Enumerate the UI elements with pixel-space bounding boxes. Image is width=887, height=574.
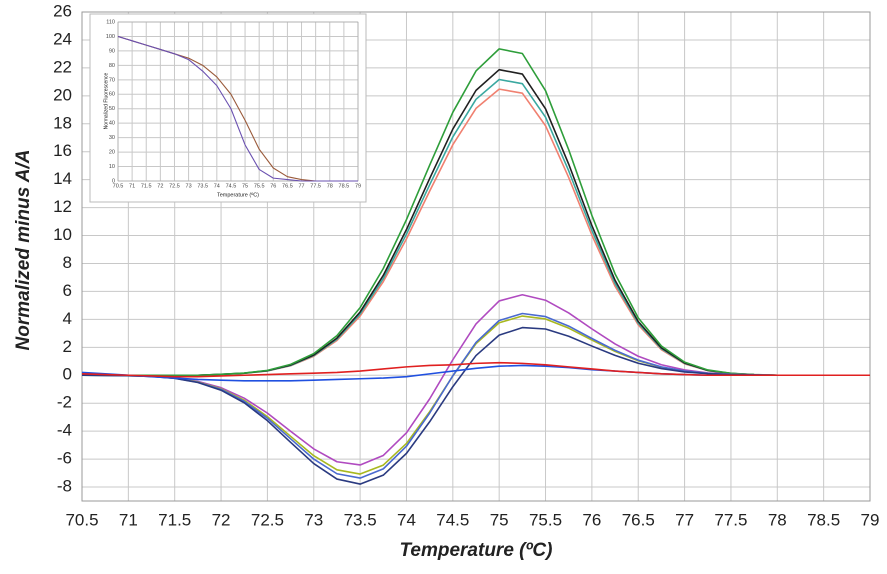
series-line xyxy=(81,315,870,475)
y-tick-label: 14 xyxy=(53,169,72,188)
x-tick-label: 76 xyxy=(270,183,276,189)
x-axis-title: Temperature (ºC) xyxy=(400,540,553,561)
inset-plot: 0 10 20 30 40 50 60 70 80 90 100 110 70.5 71 71.5 72 72.… xyxy=(106,19,361,189)
y-tick-label: 10 xyxy=(53,225,72,244)
y-tick-label: 20 xyxy=(53,85,72,104)
y-tick-label: 70 xyxy=(109,77,115,83)
y-tick-label: 110 xyxy=(106,19,115,25)
y-tick-label: 6 xyxy=(63,281,72,300)
y-tick-label: 0 xyxy=(63,365,72,384)
x-tick-label: 76 xyxy=(582,510,601,529)
y-tick-label: 90 xyxy=(109,48,115,54)
y-tick-label: 40 xyxy=(109,121,115,127)
x-tick-label: 75 xyxy=(490,510,509,529)
x-tick-label: 77.5 xyxy=(714,510,747,529)
y-tick-label: 26 xyxy=(53,1,72,20)
x-tick-label: 74 xyxy=(214,183,220,189)
inset-y-axis-title: Normalized Fluorescence xyxy=(103,72,109,129)
y-tick-label: 22 xyxy=(53,57,72,76)
x-tick-label: 74.5 xyxy=(436,510,469,529)
y-tick-label: -6 xyxy=(57,449,72,468)
series-line xyxy=(81,361,870,378)
x-tick-label: 77 xyxy=(675,510,694,529)
x-tick-label: 72 xyxy=(212,510,231,529)
y-tick-label: 100 xyxy=(106,34,115,40)
x-tick-label: 70.5 xyxy=(65,510,98,529)
series-line xyxy=(81,364,870,382)
x-tick-label: 78 xyxy=(327,183,333,189)
x-tick-label: 75.5 xyxy=(529,510,562,529)
x-tick-label: 76.5 xyxy=(282,183,293,189)
x-tick-label: 73.5 xyxy=(344,510,377,529)
y-tick-label: 10 xyxy=(109,164,115,170)
y-tick-label: 4 xyxy=(63,309,72,328)
x-tick-label: 71 xyxy=(119,510,138,529)
series-line xyxy=(81,312,870,479)
x-tick-label: 71.5 xyxy=(158,510,191,529)
x-tick-label: 77.5 xyxy=(310,183,321,189)
x-tick-label: 78 xyxy=(768,510,787,529)
x-tick-label: 74 xyxy=(397,510,416,529)
x-tick-label: 73.5 xyxy=(197,183,208,189)
x-tick-label: 71 xyxy=(129,183,135,189)
x-tick-label: 72 xyxy=(157,183,163,189)
x-tick-label: 79 xyxy=(355,183,361,189)
x-tick-label: 73 xyxy=(304,510,323,529)
y-tick-label: 0 xyxy=(112,178,115,184)
y-tick-label: 20 xyxy=(109,150,115,156)
series-line xyxy=(81,326,870,485)
y-tick-label: 2 xyxy=(63,337,72,356)
y-tick-label: -2 xyxy=(57,393,72,412)
y-tick-label: 18 xyxy=(53,113,72,132)
x-tick-label: 72.5 xyxy=(169,183,180,189)
y-tick-label: 8 xyxy=(63,253,72,272)
x-tick-label: 75.5 xyxy=(254,183,265,189)
plot-frame xyxy=(117,21,359,182)
y-tick-label: 24 xyxy=(53,29,72,48)
inset-x-axis-title: Temperature (ºC) xyxy=(217,191,259,198)
y-tick-label: -4 xyxy=(57,421,72,440)
x-tick-label: 77 xyxy=(298,183,304,189)
y-tick-label: 60 xyxy=(109,92,115,98)
x-tick-label: 72.5 xyxy=(251,510,284,529)
y-tick-label: 50 xyxy=(109,106,115,112)
y-axis-title: Normalized minus A/A xyxy=(13,150,34,351)
x-tick-label: 73 xyxy=(186,183,192,189)
x-tick-label: 76.5 xyxy=(622,510,655,529)
x-tick-label: 75 xyxy=(242,183,248,189)
y-tick-label: -8 xyxy=(57,477,72,496)
x-tick-label: 78.5 xyxy=(339,183,350,189)
x-tick-label: 71.5 xyxy=(141,183,152,189)
y-tick-label: 30 xyxy=(109,135,115,141)
x-tick-label: 79 xyxy=(861,510,880,529)
x-tick-label: 74.5 xyxy=(226,183,237,189)
plot-frame xyxy=(81,11,871,502)
y-tick-label: 16 xyxy=(53,141,72,160)
series-line xyxy=(117,35,358,182)
x-tick-label: 78.5 xyxy=(807,510,840,529)
y-tick-label: 12 xyxy=(53,197,72,216)
inset-background xyxy=(89,13,367,203)
y-tick-label: 80 xyxy=(109,63,115,69)
x-tick-label: 70.5 xyxy=(113,183,124,189)
